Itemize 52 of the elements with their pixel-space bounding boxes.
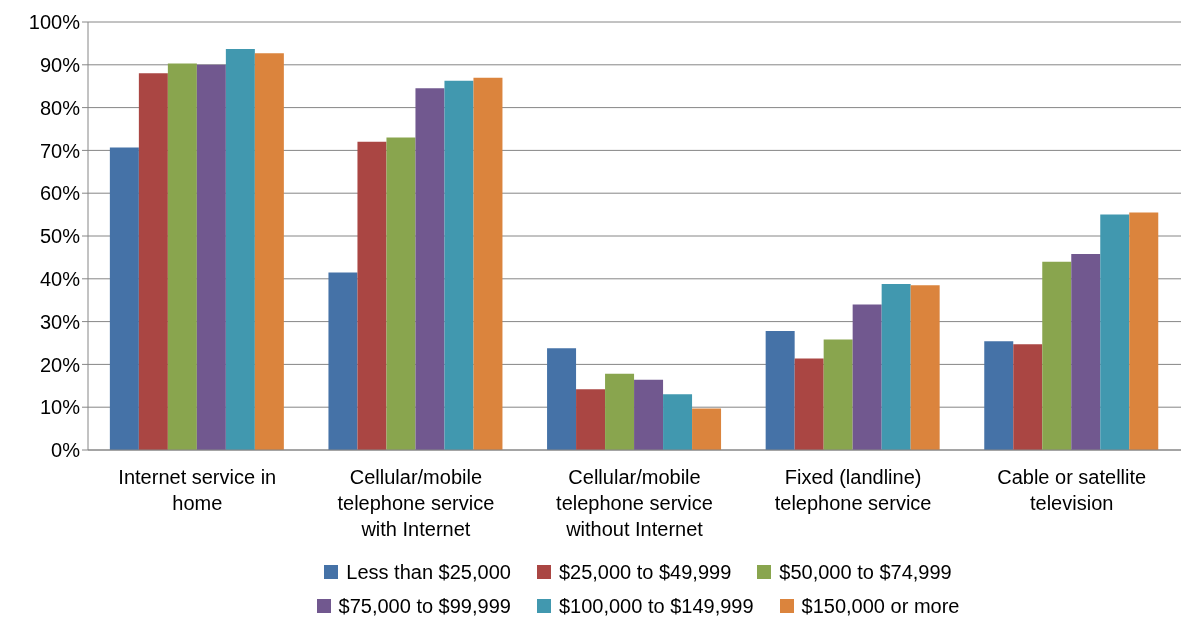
bar	[794, 358, 824, 450]
bar	[138, 73, 168, 450]
legend-label: $100,000 to $149,999	[557, 594, 754, 619]
bar	[1071, 253, 1101, 450]
bar	[910, 285, 940, 450]
bar	[663, 394, 693, 450]
y-tick-label: 50%	[39, 225, 81, 248]
bar	[823, 339, 853, 450]
bar	[109, 147, 139, 450]
legend-label: $25,000 to $49,999	[557, 560, 732, 585]
bar	[1129, 212, 1159, 450]
bar	[984, 341, 1014, 450]
bar	[196, 64, 226, 450]
legend-label: $150,000 or more	[800, 594, 960, 619]
bar	[473, 77, 503, 450]
legend-label: $75,000 to $99,999	[337, 594, 511, 619]
bar	[225, 48, 255, 450]
y-tick-label: 20%	[39, 353, 81, 376]
y-tick-label: 40%	[39, 267, 81, 290]
y-tick-label: 80%	[39, 96, 81, 119]
bar	[1013, 344, 1043, 450]
y-tick-label: 60%	[39, 182, 81, 205]
bar	[254, 53, 284, 450]
legend-label: Less than $25,000	[345, 560, 511, 585]
bar	[692, 408, 722, 450]
bar	[765, 331, 795, 450]
bar	[881, 283, 911, 450]
bar	[167, 63, 197, 450]
y-tick-label: 30%	[39, 310, 81, 333]
bar	[634, 379, 664, 450]
x-tick-label: Cable or satellite television	[997, 466, 1147, 514]
bar	[1042, 261, 1072, 450]
x-tick-label: Fixed (landline) telephone service	[774, 466, 932, 514]
bar	[547, 348, 577, 450]
bar	[1100, 214, 1130, 450]
y-tick-label: 100%	[28, 11, 81, 34]
x-tick-label: Cellular/mobile telephone service without Internet	[556, 466, 713, 540]
bar	[576, 389, 606, 450]
y-tick-label: 70%	[39, 139, 81, 162]
bar	[357, 141, 387, 450]
bar	[328, 272, 358, 450]
bar	[444, 80, 474, 450]
x-tick-label: Cellular/mobile telephone service with Internet	[337, 466, 495, 540]
bar	[415, 88, 445, 450]
bar	[605, 373, 635, 450]
y-tick-label: 0%	[51, 439, 81, 462]
x-tick-label: Internet service in home	[118, 466, 277, 514]
y-tick-label: 90%	[39, 53, 81, 76]
y-tick-label: 10%	[39, 396, 81, 419]
bar	[386, 137, 416, 450]
bar	[852, 304, 882, 450]
legend-label: $50,000 to $74,999	[778, 560, 952, 585]
